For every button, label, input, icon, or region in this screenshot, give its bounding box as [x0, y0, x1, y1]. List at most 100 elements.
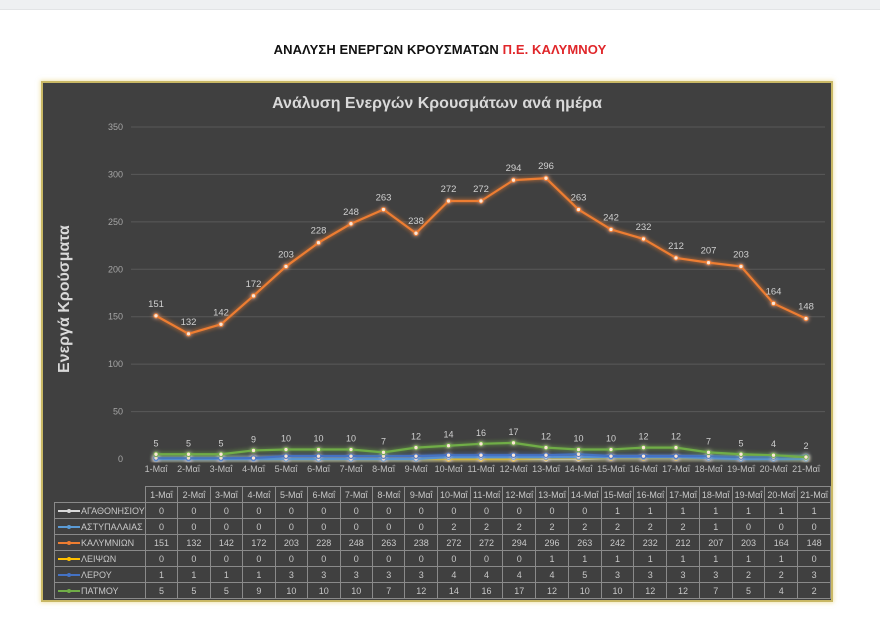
table-cell: 0: [339, 550, 374, 567]
table-cell: 132: [177, 534, 211, 551]
data-label: 10: [573, 434, 583, 444]
table-cell: 0: [797, 518, 831, 535]
x-tick-label: 6-Μαΐ: [307, 464, 331, 474]
data-label: 232: [636, 222, 652, 233]
table-cell: 1: [600, 502, 635, 519]
data-label: 242: [603, 212, 619, 223]
table-row: ΑΓΑΘΟΝΗΣΙΟΥ 0 0 0 0 0 0 0 0 0 0 0 0 0 0 1 1 1 1 1 1 1: [54, 502, 831, 519]
table-column-header: 8-Μαΐ: [372, 486, 406, 503]
table-column-header: 20-Μαΐ: [764, 486, 799, 503]
table-cell: 3: [274, 566, 309, 583]
data-label: 203: [278, 249, 294, 260]
x-tick-label: 10-Μαΐ: [435, 464, 464, 474]
plot-area: 0 50 100 150 200 250 300 350 1-Μαΐ 2-Μαΐ 3-Μαΐ 4-Μα…: [108, 122, 825, 474]
table-cell: 1: [242, 566, 276, 583]
x-tick-label: 2-Μαΐ: [177, 464, 201, 474]
table-cell: 1: [567, 550, 602, 567]
table-cell: 0: [177, 518, 211, 535]
table-cell: 17: [502, 582, 537, 599]
legend-entry: ΛΕΙΨΩΝ: [54, 550, 146, 567]
legend-entry: ΚΑΛΥΜΝΙΩΝ: [54, 534, 146, 551]
table-header-row: 1-Μαΐ 2-Μαΐ 3-Μαΐ 4-Μαΐ 5-Μαΐ 6-Μαΐ 7-Μαΐ 8-Μαΐ…: [55, 486, 831, 503]
table-cell: 263: [372, 534, 406, 551]
table-cell: 142: [209, 534, 244, 551]
table-cell: 0: [535, 502, 569, 519]
y-tick-label: 350: [108, 122, 123, 132]
table-cell: 0: [797, 550, 831, 567]
chart-title: Ανάλυση Ενεργών Κρουσμάτων ανά ημέρα: [272, 95, 602, 112]
x-tick-label: 3-Μαΐ: [210, 464, 234, 474]
table-cell: 0: [372, 502, 406, 519]
table-cell: 2: [600, 518, 635, 535]
table-column-header: 16-Μαΐ: [633, 486, 668, 503]
series-λερου: [153, 451, 809, 461]
table-cell: 148: [797, 534, 831, 551]
y-tick-label: 50: [113, 407, 123, 417]
table-cell: 232: [633, 534, 668, 551]
table-column-header: 6-Μαΐ: [307, 486, 341, 503]
table-cell: 2: [666, 518, 700, 535]
table-cell: 10: [600, 582, 635, 599]
data-label: 10: [606, 434, 616, 444]
table-cell: 228: [307, 534, 341, 551]
x-tick-label: 20-Μαΐ: [760, 464, 789, 474]
data-label: 238: [408, 216, 424, 227]
table-column-header: 21-Μαΐ: [797, 486, 831, 503]
top-bar: [0, 0, 880, 10]
x-tick-label: 13-Μαΐ: [532, 464, 561, 474]
data-label: 12: [671, 432, 681, 442]
series-καλυμνιων: [153, 175, 809, 337]
data-label: 10: [313, 434, 323, 444]
x-tick-label: 12-Μαΐ: [500, 464, 529, 474]
table-row: ΑΣΤΥΠΑΛΑΙΑΣ 0 0 0 0 0 0 0 0 0 2 2 2 2 2 2 2 2 1 0 0 0: [54, 518, 831, 535]
table-cell: 3: [698, 566, 733, 583]
table-cell: 0: [731, 518, 766, 535]
table-cell: 0: [436, 550, 471, 567]
table-cell: 0: [242, 518, 276, 535]
table-cell: 238: [404, 534, 438, 551]
data-label: 148: [798, 302, 814, 313]
table-cell: 203: [274, 534, 309, 551]
table-cell: 0: [307, 502, 341, 519]
table-cell: 1: [764, 502, 799, 519]
table-cell: 10: [274, 582, 309, 599]
legend-label: ΛΕΙΨΩΝ: [81, 553, 117, 564]
series-πατμου: [153, 440, 809, 460]
legend-entry: ΑΓΑΘΟΝΗΣΙΟΥ: [54, 502, 146, 519]
table-column-header: 11-Μαΐ: [469, 486, 504, 503]
table-cell: 5: [177, 582, 211, 599]
y-tick-label: 100: [108, 359, 123, 369]
data-table: 1-Μαΐ 2-Μαΐ 3-Μαΐ 4-Μαΐ 5-Μαΐ 6-Μαΐ 7-Μαΐ 8-Μαΐ…: [54, 486, 831, 599]
table-column-header: 9-Μαΐ: [404, 486, 438, 503]
table-cell: 0: [764, 518, 799, 535]
table-cell: 1: [731, 550, 766, 567]
table-cell: 5: [144, 582, 179, 599]
data-label: 272: [441, 184, 457, 195]
data-label: 7: [706, 436, 711, 446]
data-label: 5: [218, 438, 223, 448]
data-label: 9: [251, 434, 256, 444]
legend-line-marker-icon: [58, 540, 80, 545]
x-tick-label: 18-Μαΐ: [695, 464, 724, 474]
data-label: 12: [638, 432, 648, 442]
page-title-accent: Π.Ε. ΚΑΛΥΜΝΟΥ: [502, 42, 607, 57]
legend-label: ΠΑΤΜΟΥ: [81, 585, 119, 596]
table-cell: 0: [209, 550, 244, 567]
x-tick-label: 5-Μαΐ: [275, 464, 299, 474]
table-cell: 3: [666, 566, 700, 583]
table-cell: 1: [535, 550, 569, 567]
table-column-header: 18-Μαΐ: [698, 486, 733, 503]
data-label: 228: [311, 226, 327, 237]
table-cell: 0: [502, 550, 537, 567]
table-cell: 0: [177, 502, 211, 519]
table-cell: 3: [404, 566, 438, 583]
table-cell: 1: [209, 566, 244, 583]
table-cell: 12: [633, 582, 668, 599]
table-cell: 10: [339, 582, 374, 599]
table-cell: 0: [339, 518, 374, 535]
table-cell: 1: [731, 502, 766, 519]
table-column-header: 17-Μαΐ: [666, 486, 700, 503]
table-cell: 172: [242, 534, 276, 551]
table-cell: 0: [209, 502, 244, 519]
x-tick-label: 4-Μαΐ: [242, 464, 266, 474]
